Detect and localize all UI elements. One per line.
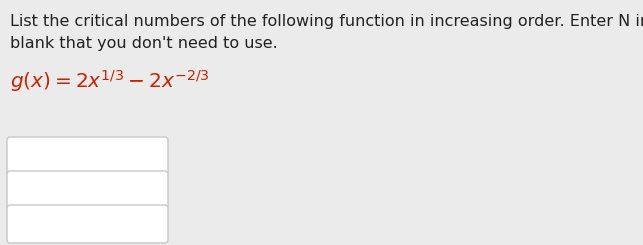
Text: $g(x) = 2x^{1/3} - 2x^{-2/3}$: $g(x) = 2x^{1/3} - 2x^{-2/3}$	[10, 68, 210, 94]
Text: List the critical numbers of the following function in increasing order. Enter N: List the critical numbers of the followi…	[10, 14, 643, 29]
FancyBboxPatch shape	[7, 137, 168, 175]
Text: blank that you don't need to use.: blank that you don't need to use.	[10, 36, 278, 51]
FancyBboxPatch shape	[7, 205, 168, 243]
FancyBboxPatch shape	[7, 171, 168, 209]
